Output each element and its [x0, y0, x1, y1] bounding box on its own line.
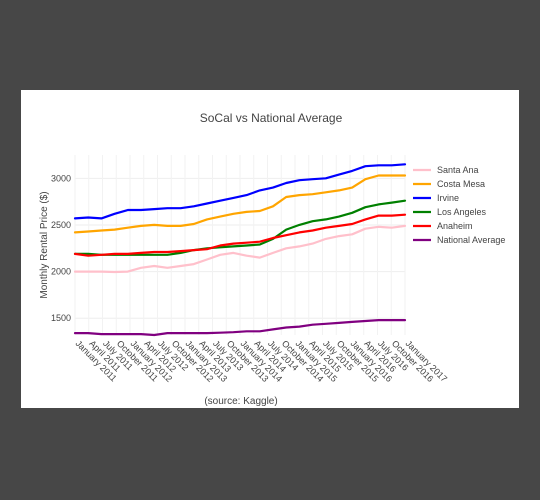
legend-item-anaheim[interactable]: Anaheim: [413, 221, 473, 231]
legend-item-irvine[interactable]: Irvine: [413, 193, 459, 203]
series-line-national-average: [73, 319, 407, 337]
chart-title: SoCal vs National Average: [200, 111, 343, 125]
y-tick-label: 2500: [51, 220, 71, 230]
series-line-santa-ana: [73, 224, 407, 274]
y-tick-label: 1500: [51, 313, 71, 323]
legend-label: Costa Mesa: [437, 179, 485, 189]
chart-card: SoCal vs National Average 1500 2000 2500 30…: [21, 90, 519, 408]
legend-item-los-angeles[interactable]: Los Angeles: [413, 207, 487, 217]
legend-item-santa-ana[interactable]: Santa Ana: [413, 165, 479, 175]
legend-label: Los Angeles: [437, 207, 487, 217]
y-axis-title: Monthly Rental Price ($): [39, 191, 50, 298]
y-axis-ticks: 1500 2000 2500 3000: [51, 173, 71, 323]
legend-item-costa-mesa[interactable]: Costa Mesa: [413, 179, 485, 189]
legend-label: Santa Ana: [437, 165, 479, 175]
legend-label: Irvine: [437, 193, 459, 203]
legend-label: Anaheim: [437, 221, 473, 231]
x-axis-title: (source: Kaggle): [204, 396, 277, 407]
legend-item-national-average[interactable]: National Average: [413, 235, 505, 245]
y-tick-label: 3000: [51, 173, 71, 183]
legend[interactable]: Santa Ana Costa Mesa Irvine Los Angeles Anah…: [413, 165, 505, 245]
series-lines: [73, 163, 407, 337]
y-tick-label: 2000: [51, 267, 71, 277]
line-chart: SoCal vs National Average 1500 2000 2500 30…: [39, 111, 505, 407]
series-line-anaheim: [73, 213, 407, 257]
series-line-irvine: [73, 163, 407, 220]
series-line-costa-mesa: [73, 174, 407, 234]
legend-label: National Average: [437, 235, 505, 245]
